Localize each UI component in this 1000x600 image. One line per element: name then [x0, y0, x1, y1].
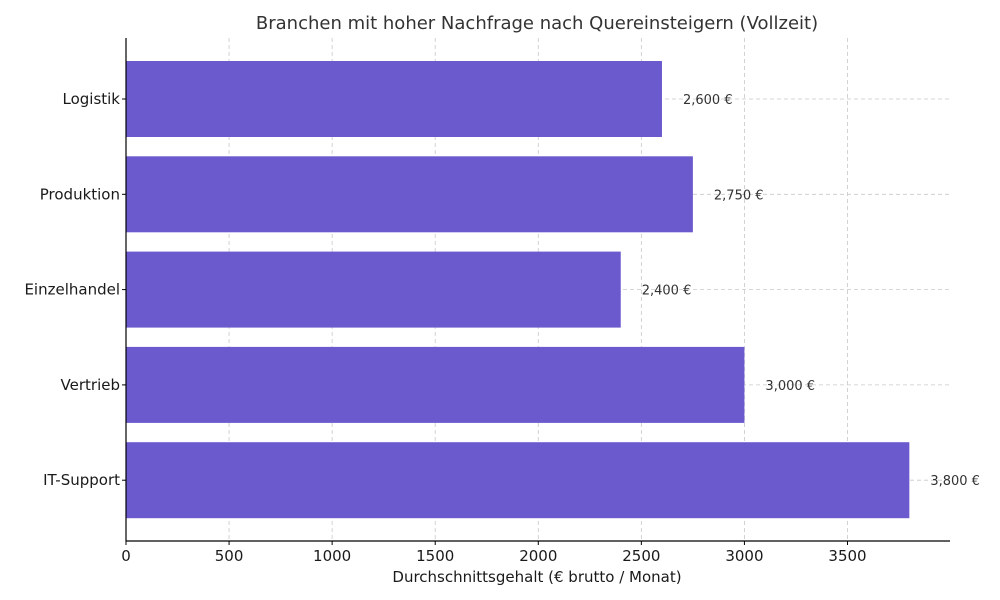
- data-label-produktion: 2,750 €: [714, 188, 764, 203]
- category-label-logistik: Logistik: [62, 90, 120, 108]
- x-tick-label: 1000: [313, 547, 351, 565]
- x-tick-label: 500: [215, 547, 244, 565]
- data-labels: 2,600 € 2,750 € 2,400 € 3,000 € 3,800 €: [642, 93, 980, 489]
- data-label-it-support: 3,800 €: [930, 474, 980, 489]
- category-label-produktion: Produktion: [40, 185, 120, 203]
- data-label-vertrieb: 3,000 €: [765, 379, 815, 394]
- bar-produktion: [126, 156, 693, 233]
- axes: Logistik Produktion Einzelhandel Vertrieb IT…: [24, 38, 950, 565]
- bar-vertrieb: [126, 346, 745, 423]
- x-tick-label: 3500: [828, 547, 866, 565]
- x-tick-label: 2000: [519, 547, 557, 565]
- x-tick-label: 0: [121, 547, 131, 565]
- data-label-logistik: 2,600 €: [683, 93, 733, 108]
- category-label-it-support: IT-Support: [43, 471, 120, 489]
- bars: [126, 61, 910, 519]
- x-axis-label: Durchschnittsgehalt (€ brutto / Monat): [392, 568, 681, 586]
- x-tick-label: 3000: [725, 547, 763, 565]
- category-label-einzelhandel: Einzelhandel: [24, 281, 120, 299]
- data-label-einzelhandel: 2,400 €: [642, 284, 692, 299]
- category-label-vertrieb: Vertrieb: [61, 376, 120, 394]
- x-tick-label: 2500: [622, 547, 660, 565]
- bar-it-support: [126, 442, 910, 519]
- bar-logistik: [126, 61, 662, 137]
- x-tick-label: 1500: [416, 547, 454, 565]
- chart-title: Branchen mit hoher Nachfrage nach Querei…: [256, 13, 818, 34]
- bar-einzelhandel: [126, 251, 621, 328]
